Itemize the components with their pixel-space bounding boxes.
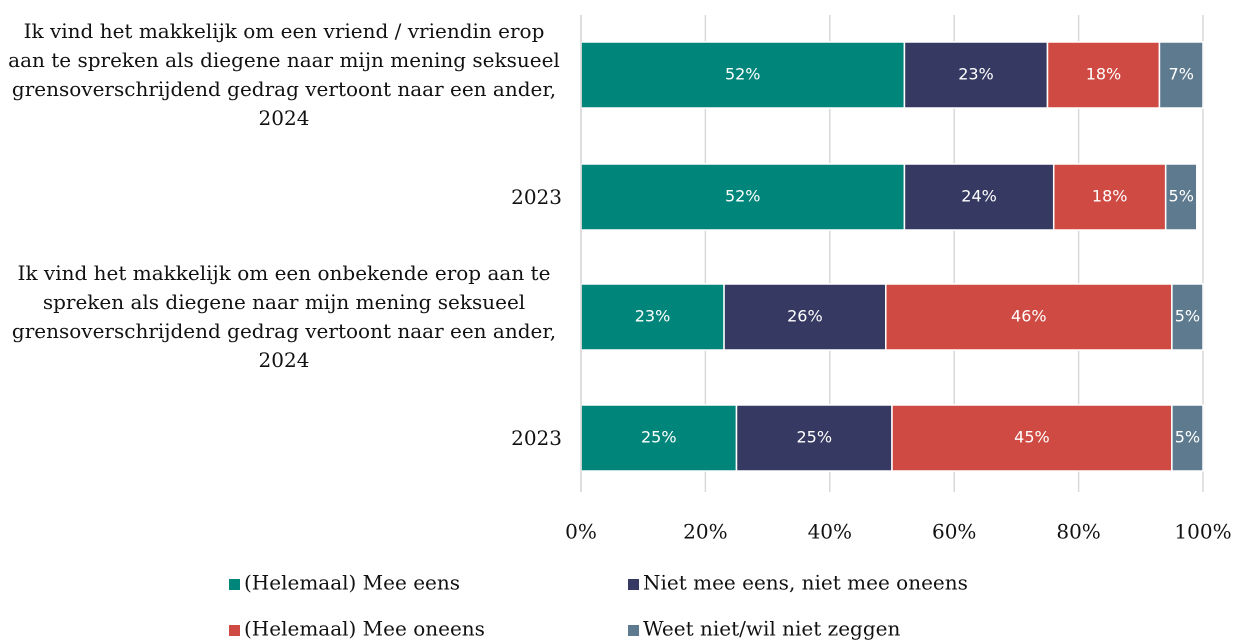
category-text: 2023 [511, 425, 562, 450]
x-tick-label: 100% [1174, 520, 1231, 544]
legend-label: (Helemaal) Mee oneens [244, 617, 485, 641]
category-label: 2023 [6, 368, 562, 508]
x-tick-label: 0% [565, 520, 597, 544]
value-label: 23% [635, 307, 671, 326]
legend-swatch [229, 625, 240, 636]
x-tick-label: 60% [932, 520, 976, 544]
value-label: 5% [1175, 428, 1200, 447]
legend-swatch [229, 579, 240, 590]
value-label: 5% [1175, 307, 1200, 326]
x-tick-label: 40% [808, 520, 852, 544]
value-label: 24% [961, 187, 997, 206]
value-label: 18% [1086, 65, 1122, 84]
value-label: 46% [1011, 307, 1047, 326]
value-label: 7% [1169, 65, 1194, 84]
bar-segment [1171, 404, 1204, 472]
legend-label: (Helemaal) Mee eens [244, 571, 460, 595]
legend-label: Weet niet/wil niet zeggen [643, 617, 900, 641]
bar-segment [580, 283, 725, 351]
bar-segment [1046, 41, 1161, 109]
bar-segment [723, 283, 887, 351]
category-label: Ik vind het makkelijk om een onbekende e… [6, 247, 562, 387]
value-label: 52% [725, 65, 761, 84]
x-tick-label: 20% [683, 520, 727, 544]
bar-segment [1171, 283, 1204, 351]
category-label: Ik vind het makkelijk om een vriend / vr… [6, 5, 562, 145]
legend-label: Niet mee eens, niet mee oneens [643, 571, 968, 595]
value-label: 45% [1014, 428, 1050, 447]
value-label: 52% [725, 187, 761, 206]
bar-segment [1052, 163, 1167, 231]
value-label: 18% [1092, 187, 1128, 206]
x-tick-label: 80% [1056, 520, 1100, 544]
bar-segment [580, 41, 906, 109]
bar-segment [1164, 163, 1198, 231]
category-text: 2023 [511, 184, 562, 209]
legend-swatch [628, 625, 639, 636]
bar-segment [903, 163, 1055, 231]
bar-segment [580, 404, 738, 472]
category-text: Ik vind het makkelijk om een vriend / vr… [8, 19, 560, 130]
bar-segment [735, 404, 893, 472]
value-label: 25% [641, 428, 677, 447]
value-label: 25% [796, 428, 832, 447]
bar-segment [1158, 41, 1204, 109]
category-text: Ik vind het makkelijk om een onbekende e… [11, 261, 557, 372]
bar-segment [891, 404, 1173, 472]
category-label: 2023 [6, 127, 562, 267]
value-label: 26% [787, 307, 823, 326]
legend-swatch [628, 579, 639, 590]
bar-segment [580, 163, 906, 231]
value-label: 23% [958, 65, 994, 84]
value-label: 5% [1169, 187, 1194, 206]
